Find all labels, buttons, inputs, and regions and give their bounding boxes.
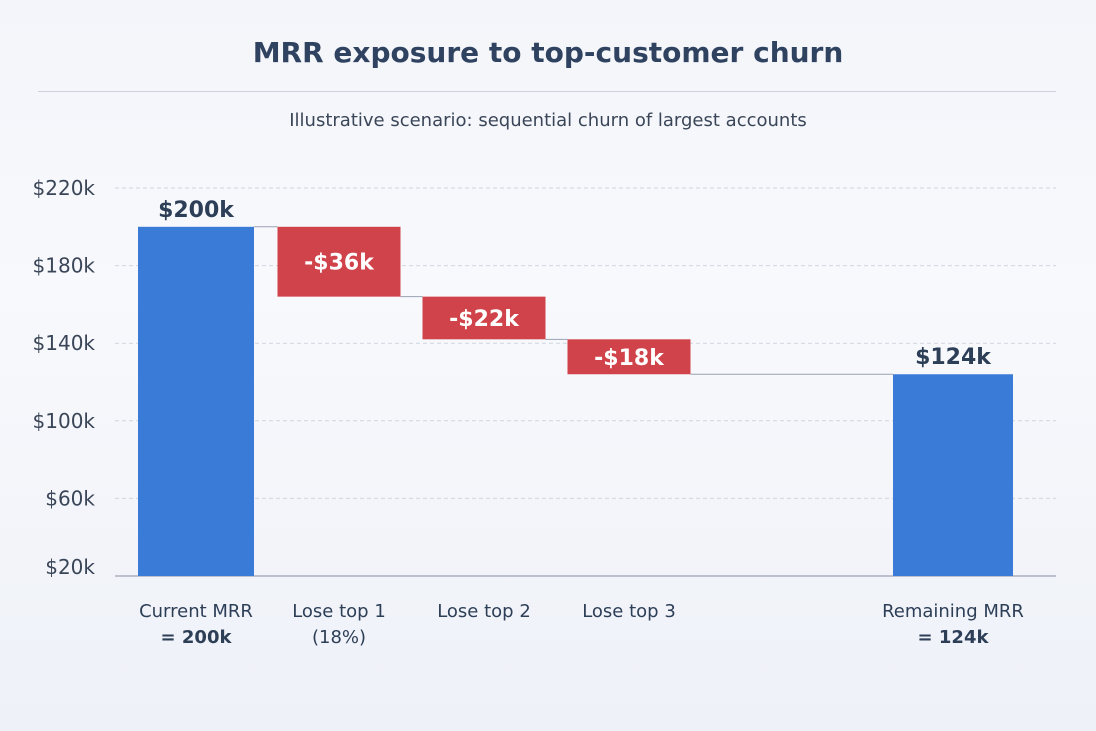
data-label: -$22k xyxy=(449,307,520,332)
x-tick-label: (18%) xyxy=(312,627,366,648)
y-tick-label: $100k xyxy=(33,409,96,433)
x-tick-label: = 124k xyxy=(918,627,990,648)
x-tick-label: = 200k xyxy=(161,627,233,648)
x-tick-label: Lose top 3 xyxy=(582,601,676,622)
x-tick-label: Remaining MRR xyxy=(882,601,1024,622)
churn-bar xyxy=(567,339,691,375)
total-bar xyxy=(138,226,254,577)
data-label: -$36k xyxy=(304,251,375,276)
churn-bar xyxy=(277,226,401,297)
y-tick-label: $60k xyxy=(45,486,95,510)
data-label: $124k xyxy=(915,345,992,370)
y-tick-label: $220k xyxy=(33,176,96,200)
title-divider xyxy=(38,91,1056,92)
total-bar xyxy=(893,374,1013,576)
chart-title: MRR exposure to top-customer churn xyxy=(252,36,844,69)
x-tick-label: Current MRR xyxy=(139,601,253,622)
x-tick-label: Lose top 2 xyxy=(437,601,531,622)
y-tick-label: $20k xyxy=(45,555,95,579)
churn-bar xyxy=(422,296,546,340)
data-label: -$18k xyxy=(594,346,665,371)
data-label: $200k xyxy=(158,198,235,223)
x-tick-label: Lose top 1 xyxy=(292,601,386,622)
y-tick-label: $180k xyxy=(33,254,96,278)
chart-subtitle: Illustrative scenario: sequential churn … xyxy=(289,110,807,131)
y-tick-label: $140k xyxy=(33,331,96,355)
